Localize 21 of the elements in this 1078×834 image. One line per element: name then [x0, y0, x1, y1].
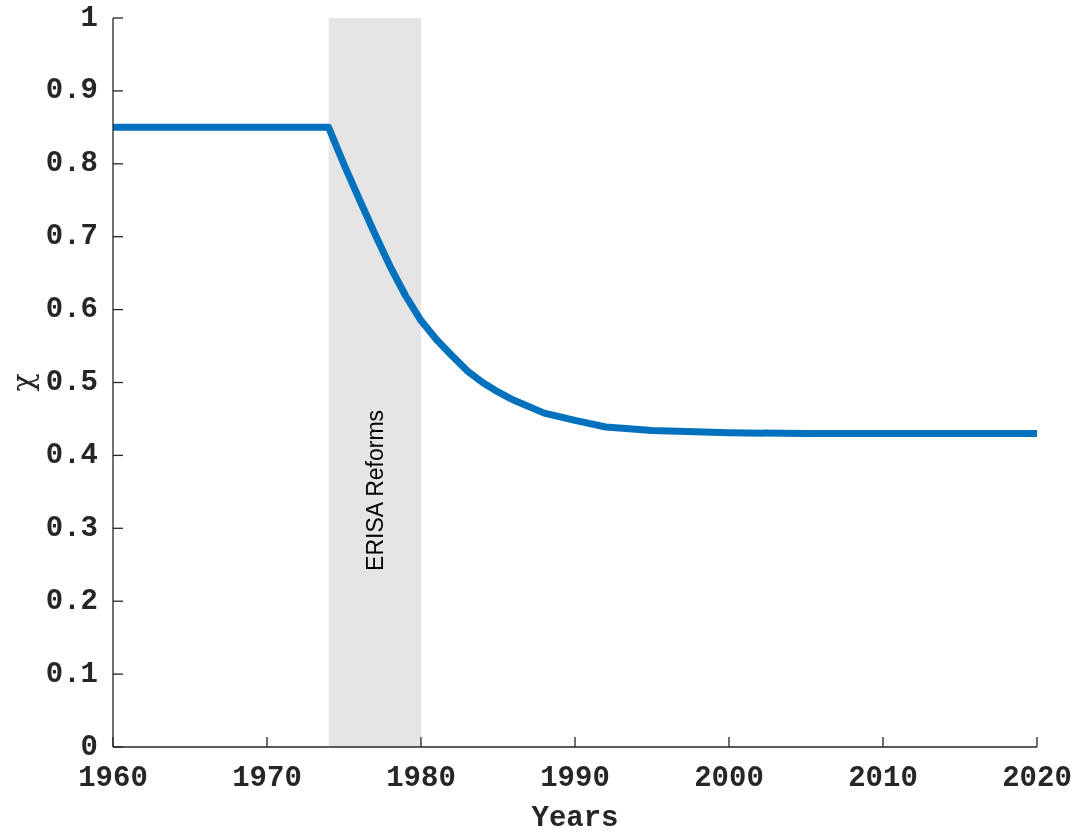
x-tick-label: 2010	[848, 762, 918, 795]
x-axis-title: Years	[531, 802, 619, 834]
x-tick-label: 1960	[78, 762, 148, 795]
y-tick-label: 0.1	[45, 657, 98, 691]
y-tick-label: 0.3	[45, 511, 98, 545]
y-tick-label: 0.2	[45, 584, 98, 618]
y-tick-label: 0.5	[45, 366, 98, 399]
x-tick-label: 1970	[232, 762, 302, 795]
x-tick-label: 1980	[386, 762, 456, 795]
y-tick-label: 0.7	[45, 220, 98, 254]
y-tick-label: 0.4	[45, 438, 98, 472]
x-tick-label: 2000	[694, 762, 764, 795]
y-tick-label: 0.8	[45, 147, 98, 181]
x-tick-label: 2020	[1002, 762, 1072, 795]
y-tick-label: 0.6	[45, 293, 98, 327]
x-tick-label: 1990	[540, 762, 610, 795]
y-tick-label: 0	[80, 730, 98, 764]
y-axis-title: χ	[4, 373, 40, 392]
y-tick-label: 1	[80, 1, 98, 35]
band-label: ERISA Reforms	[361, 409, 388, 571]
y-tick-label: 0.9	[45, 74, 98, 108]
